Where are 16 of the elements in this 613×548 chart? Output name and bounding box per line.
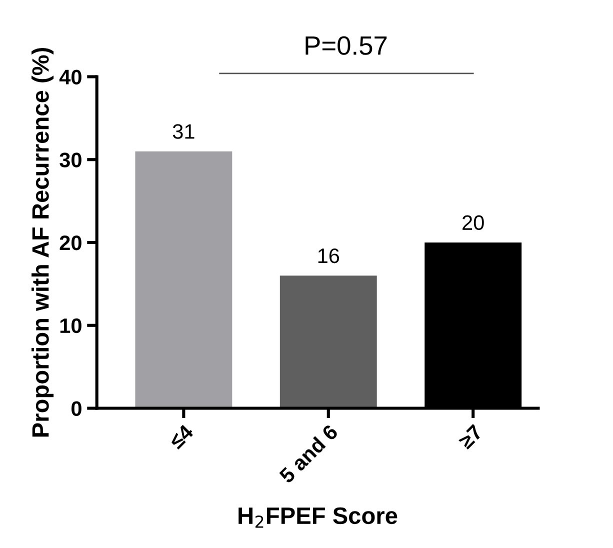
y-tick-label: 20 xyxy=(60,235,82,250)
y-axis-title: Proportion with AF Recurrence (%) xyxy=(32,48,54,437)
y-tick-label: 0 xyxy=(72,401,82,416)
x-tick-label: 5 and 6 xyxy=(278,423,339,484)
data-label: 20 xyxy=(462,215,484,230)
y-tick-label: 10 xyxy=(60,318,82,334)
data-label: 31 xyxy=(172,124,194,139)
text: P=0.57 xyxy=(306,36,387,55)
data-label: 16 xyxy=(318,248,340,264)
x-axis-title: H$_{2}$FPEF Score xyxy=(238,507,398,528)
x-tick-label: ≤4 xyxy=(168,423,194,450)
y-tick-label: 30 xyxy=(60,152,82,168)
bar xyxy=(280,276,377,408)
x-tick-label: ≥7 xyxy=(458,424,484,450)
bar xyxy=(135,151,232,408)
y-tick-label: 40 xyxy=(59,70,82,84)
